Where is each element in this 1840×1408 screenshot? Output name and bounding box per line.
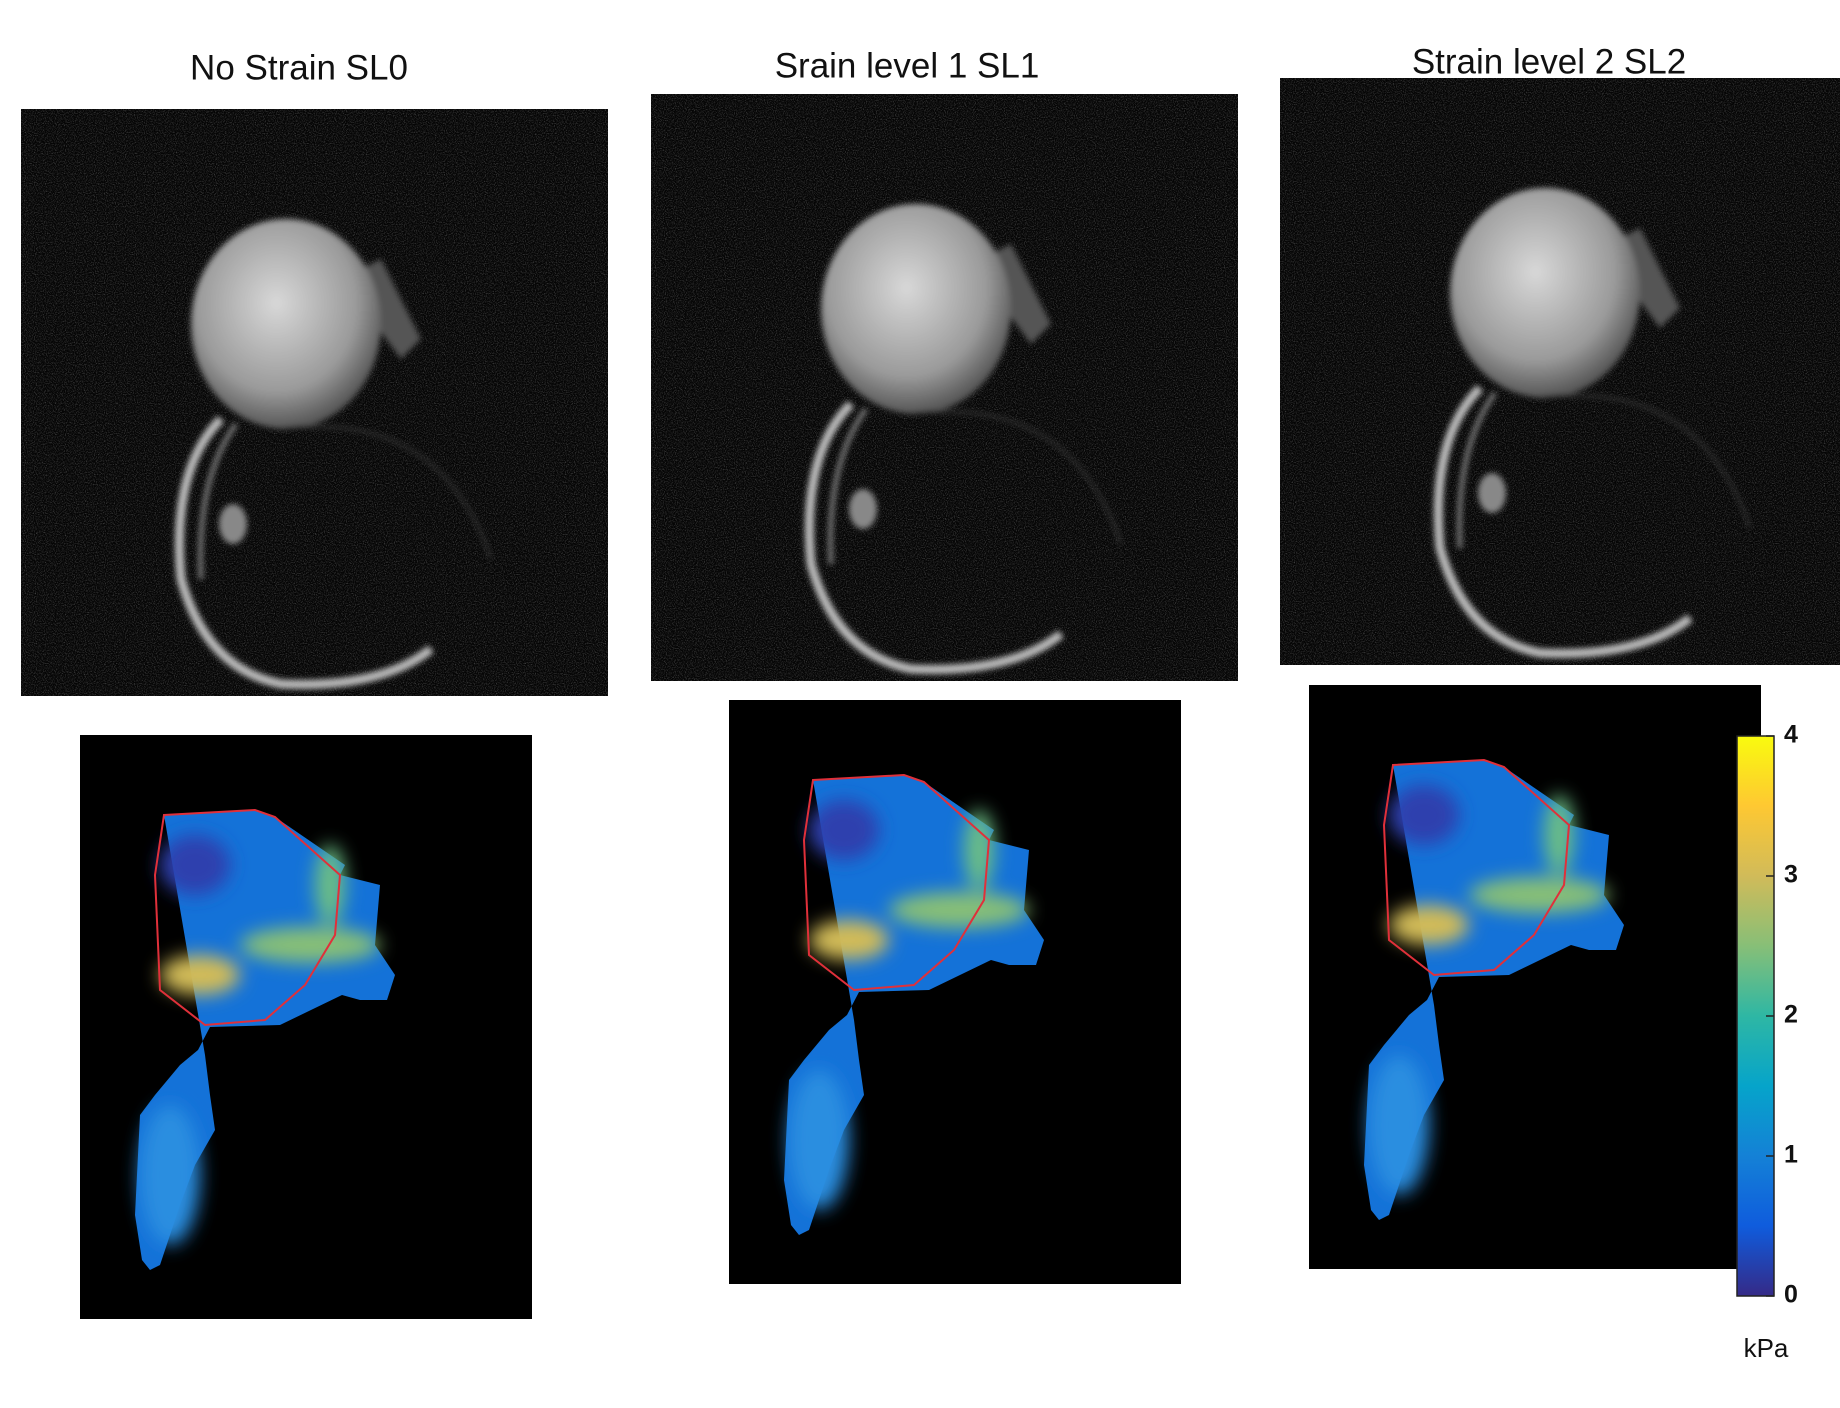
panel-title: Srain level 1 SL1 [775,46,1040,85]
colorbar-tick-label: 3 [1784,861,1798,889]
stiffness-map [80,735,532,1319]
mri-image [1280,78,1840,665]
colorbar-tick-label: 1 [1784,1141,1798,1169]
stiffness-map [1309,685,1761,1269]
panel: No Strain SL0 [21,48,608,1319]
colorbar-label: kPa [1744,1333,1789,1363]
mri-image [21,109,608,696]
panel-title: No Strain SL0 [190,48,408,87]
panel-title: Strain level 2 SL2 [1412,42,1686,81]
mri-image [651,94,1238,681]
stiffness-map [729,700,1181,1284]
panel: Strain level 2 SL2 [1280,42,1840,1269]
colorbar-tick-label: 4 [1784,721,1798,749]
colorbar-tick-label: 0 [1784,1281,1798,1309]
panel: Srain level 1 SL1 [651,46,1238,1284]
colorbar: kPa 0 1 2 3 4 [1736,721,1798,1363]
colorbar-tick-label: 2 [1784,1001,1798,1029]
